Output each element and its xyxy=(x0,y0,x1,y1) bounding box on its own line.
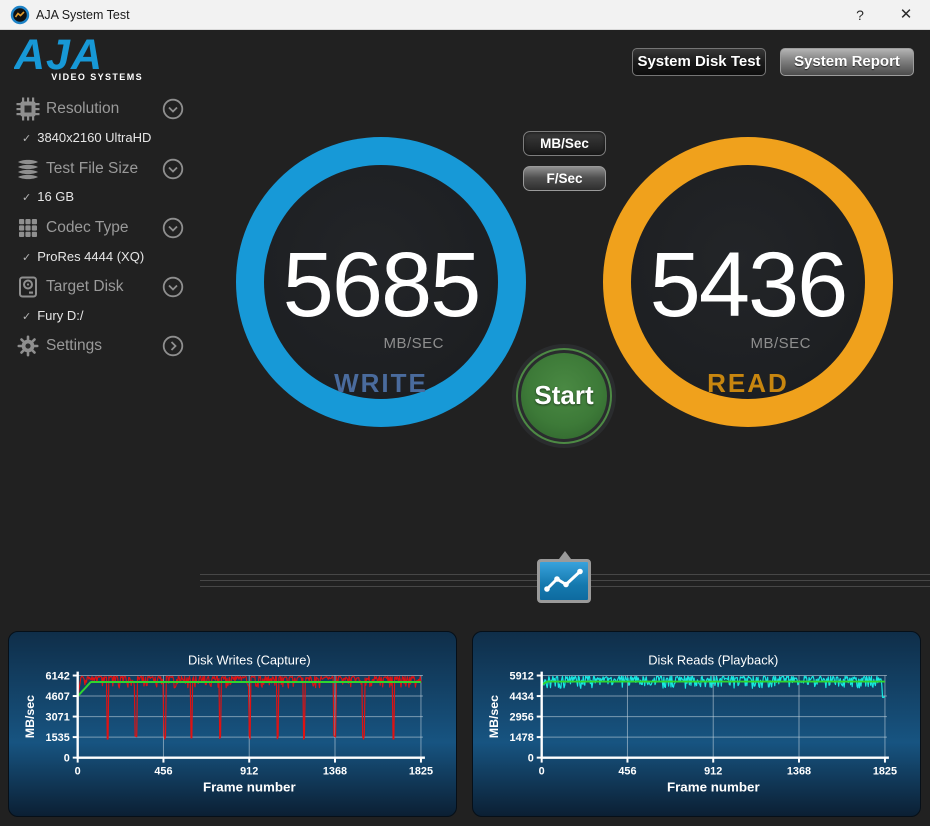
svg-text:3071: 3071 xyxy=(46,712,70,724)
start-button[interactable]: Start xyxy=(512,344,616,448)
svg-text:456: 456 xyxy=(618,765,636,777)
disk-writes-chart-panel: 0 1535 3071 4607 6142 0 456 912 1368 1825 Disk Wri… xyxy=(8,631,457,817)
svg-text:Disk Writes (Capture): Disk Writes (Capture) xyxy=(188,653,311,668)
check-icon: ✓ xyxy=(22,311,32,323)
write-speed-gauge: 5685 MB/SEC WRITE xyxy=(236,137,526,427)
aja-logo: AJA VIDEO SYSTEMS xyxy=(13,31,146,87)
read-speed-gauge: 5436 MB/SEC READ xyxy=(603,137,893,427)
svg-text:6142: 6142 xyxy=(46,670,70,682)
disk-reads-chart-panel: 0 1478 2956 4434 5912 0 456 912 1368 1825 Disk Rea… xyxy=(472,631,921,817)
svg-text:1825: 1825 xyxy=(873,765,897,777)
logo-subtext: VIDEO SYSTEMS xyxy=(51,72,143,82)
sidebar-item-settings[interactable]: Settings xyxy=(16,333,206,359)
svg-text:5912: 5912 xyxy=(510,670,534,682)
svg-text:MB/sec: MB/sec xyxy=(487,695,501,738)
write-gauge-label: WRITE xyxy=(334,368,428,398)
sidebar-item-target-disk[interactable]: Target Disk xyxy=(16,274,206,300)
start-button-label[interactable]: Start xyxy=(521,353,607,439)
check-icon: ✓ xyxy=(22,133,32,145)
write-gauge-face: 5685 MB/SEC WRITE xyxy=(264,165,498,399)
svg-text:1368: 1368 xyxy=(323,765,347,777)
sidebar-item-label: Test File Size xyxy=(46,160,139,177)
grid-icon xyxy=(19,219,37,237)
close-button[interactable]: ✕ xyxy=(899,6,913,23)
svg-text:0: 0 xyxy=(75,765,81,777)
disk-writes-chart: 0 1535 3071 4607 6142 0 456 912 1368 1825 Disk Wri… xyxy=(23,653,433,795)
window-title: AJA System Test xyxy=(36,8,130,22)
svg-text:0: 0 xyxy=(64,753,70,765)
start-button-ring xyxy=(516,348,612,444)
layers-icon xyxy=(18,159,38,180)
svg-text:Disk Reads (Playback): Disk Reads (Playback) xyxy=(648,653,778,668)
sidebar-item-label: Settings xyxy=(46,337,103,354)
help-button[interactable]: ? xyxy=(856,7,864,23)
line-chart-icon xyxy=(544,568,583,592)
svg-text:0: 0 xyxy=(528,753,534,765)
check-icon: ✓ xyxy=(22,192,32,204)
selected-codec: ✓ ProRes 4444 (XQ) xyxy=(22,249,145,264)
svg-text:1825: 1825 xyxy=(409,765,433,777)
svg-text:Frame number: Frame number xyxy=(667,779,760,794)
sidebar-item-test-file-size[interactable]: Test File Size xyxy=(16,156,206,182)
sidebar-item-resolution[interactable]: Resolution xyxy=(16,96,206,122)
chevron-right-icon[interactable] xyxy=(162,335,184,357)
read-gauge-label: READ xyxy=(707,368,789,398)
chip-icon xyxy=(16,97,40,121)
chevron-down-icon[interactable] xyxy=(162,158,184,180)
write-speed-unit: MB/SEC xyxy=(383,335,444,352)
read-speed-value: 5436 xyxy=(649,234,849,336)
write-speed-value: 5685 xyxy=(282,234,482,336)
svg-text:1478: 1478 xyxy=(510,732,534,744)
read-gauge-face: 5436 MB/SEC READ xyxy=(631,165,865,399)
svg-text:456: 456 xyxy=(154,765,172,777)
sidebar-item-codec-type[interactable]: Codec Type xyxy=(16,215,206,241)
svg-text:912: 912 xyxy=(240,765,258,777)
toggle-arrow-up-icon xyxy=(559,551,571,559)
system-report-button[interactable]: System Report xyxy=(780,48,914,76)
svg-text:912: 912 xyxy=(704,765,722,777)
check-icon: ✓ xyxy=(22,252,32,264)
system-disk-test-button[interactable]: System Disk Test xyxy=(632,48,766,76)
sidebar-item-label: Resolution xyxy=(46,100,120,117)
mb-per-sec-button[interactable]: MB/Sec xyxy=(523,131,606,156)
read-speed-unit: MB/SEC xyxy=(750,335,811,352)
svg-text:4434: 4434 xyxy=(510,691,534,703)
selected-target-disk: ✓ Fury D:/ xyxy=(22,308,84,323)
app-icon xyxy=(10,5,30,25)
sidebar-item-label: Target Disk xyxy=(46,278,124,295)
sidebar-item-label: Codec Type xyxy=(46,219,129,236)
titlebar: AJA System Test ? ✕ xyxy=(0,0,930,30)
selected-file-size: ✓ 16 GB xyxy=(22,189,75,204)
chevron-down-icon[interactable] xyxy=(162,217,184,239)
charts-toggle-button[interactable] xyxy=(537,551,591,603)
svg-text:2956: 2956 xyxy=(510,712,534,724)
chevron-down-icon[interactable] xyxy=(162,276,184,298)
selected-resolution: ✓ 3840x2160 UltraHD xyxy=(22,130,152,145)
f-per-sec-button[interactable]: F/Sec xyxy=(523,166,606,191)
chevron-down-icon[interactable] xyxy=(162,98,184,120)
logo-text: AJA xyxy=(14,34,103,79)
svg-text:1535: 1535 xyxy=(46,732,70,744)
svg-text:1368: 1368 xyxy=(787,765,811,777)
disk-icon xyxy=(19,276,37,298)
gear-icon xyxy=(17,335,39,357)
svg-text:0: 0 xyxy=(539,765,545,777)
svg-text:MB/sec: MB/sec xyxy=(23,695,37,738)
svg-text:Frame number: Frame number xyxy=(203,779,296,794)
disk-reads-chart: 0 1478 2956 4434 5912 0 456 912 1368 1825 Disk Rea… xyxy=(487,653,897,795)
svg-text:4607: 4607 xyxy=(46,691,70,703)
